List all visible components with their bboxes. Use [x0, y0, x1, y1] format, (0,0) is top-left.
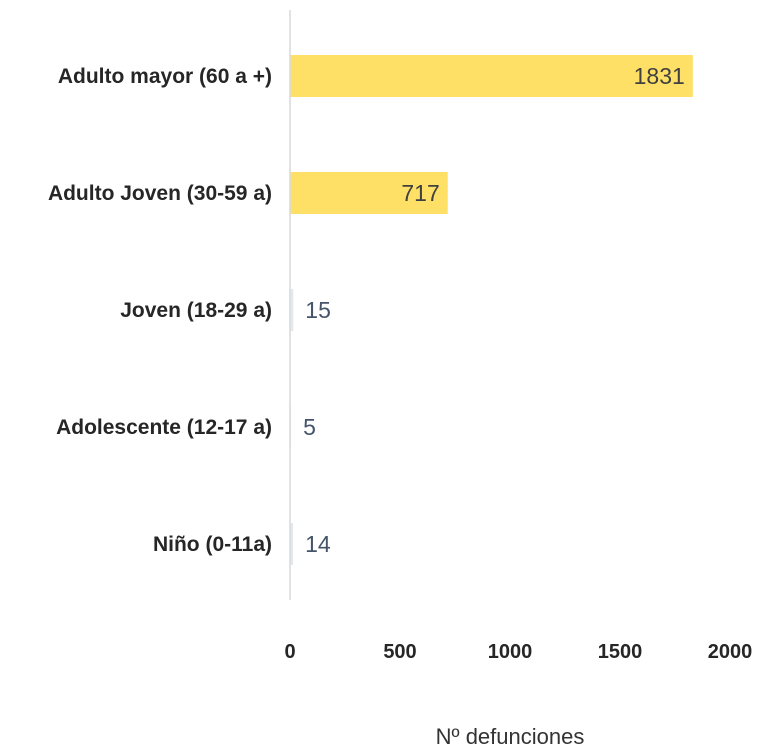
category-label: Adolescente (12-17 a)	[56, 416, 272, 439]
category-label: Adulto mayor (60 a +)	[58, 65, 272, 88]
category-label: Niño (0-11a)	[153, 533, 272, 556]
data-label: 5	[303, 414, 316, 440]
bar	[290, 172, 448, 214]
x-tick-label: 500	[383, 641, 416, 663]
x-tick-label: 0	[284, 641, 295, 663]
bar	[290, 523, 294, 565]
bars-group	[290, 55, 693, 565]
bar	[290, 55, 693, 97]
data-label: 15	[305, 297, 331, 323]
x-tick-labels: 0 500 1000 1500 2000	[284, 641, 752, 663]
x-tick-label: 2000	[708, 641, 753, 663]
data-labels: 1831 717 15 5 14	[303, 63, 685, 557]
category-label: Joven (18-29 a)	[120, 299, 272, 322]
category-labels: Adulto mayor (60 a +) Adulto Joven (30-59…	[48, 65, 272, 556]
data-label: 717	[401, 180, 439, 206]
category-label: Adulto Joven (30-59 a)	[48, 182, 272, 205]
x-tick-label: 1500	[598, 641, 643, 663]
bar	[290, 289, 294, 331]
x-tick-label: 1000	[488, 641, 533, 663]
data-label: 1831	[634, 63, 685, 89]
x-axis-title: Nº defunciones	[436, 724, 585, 749]
data-label: 14	[305, 531, 331, 557]
